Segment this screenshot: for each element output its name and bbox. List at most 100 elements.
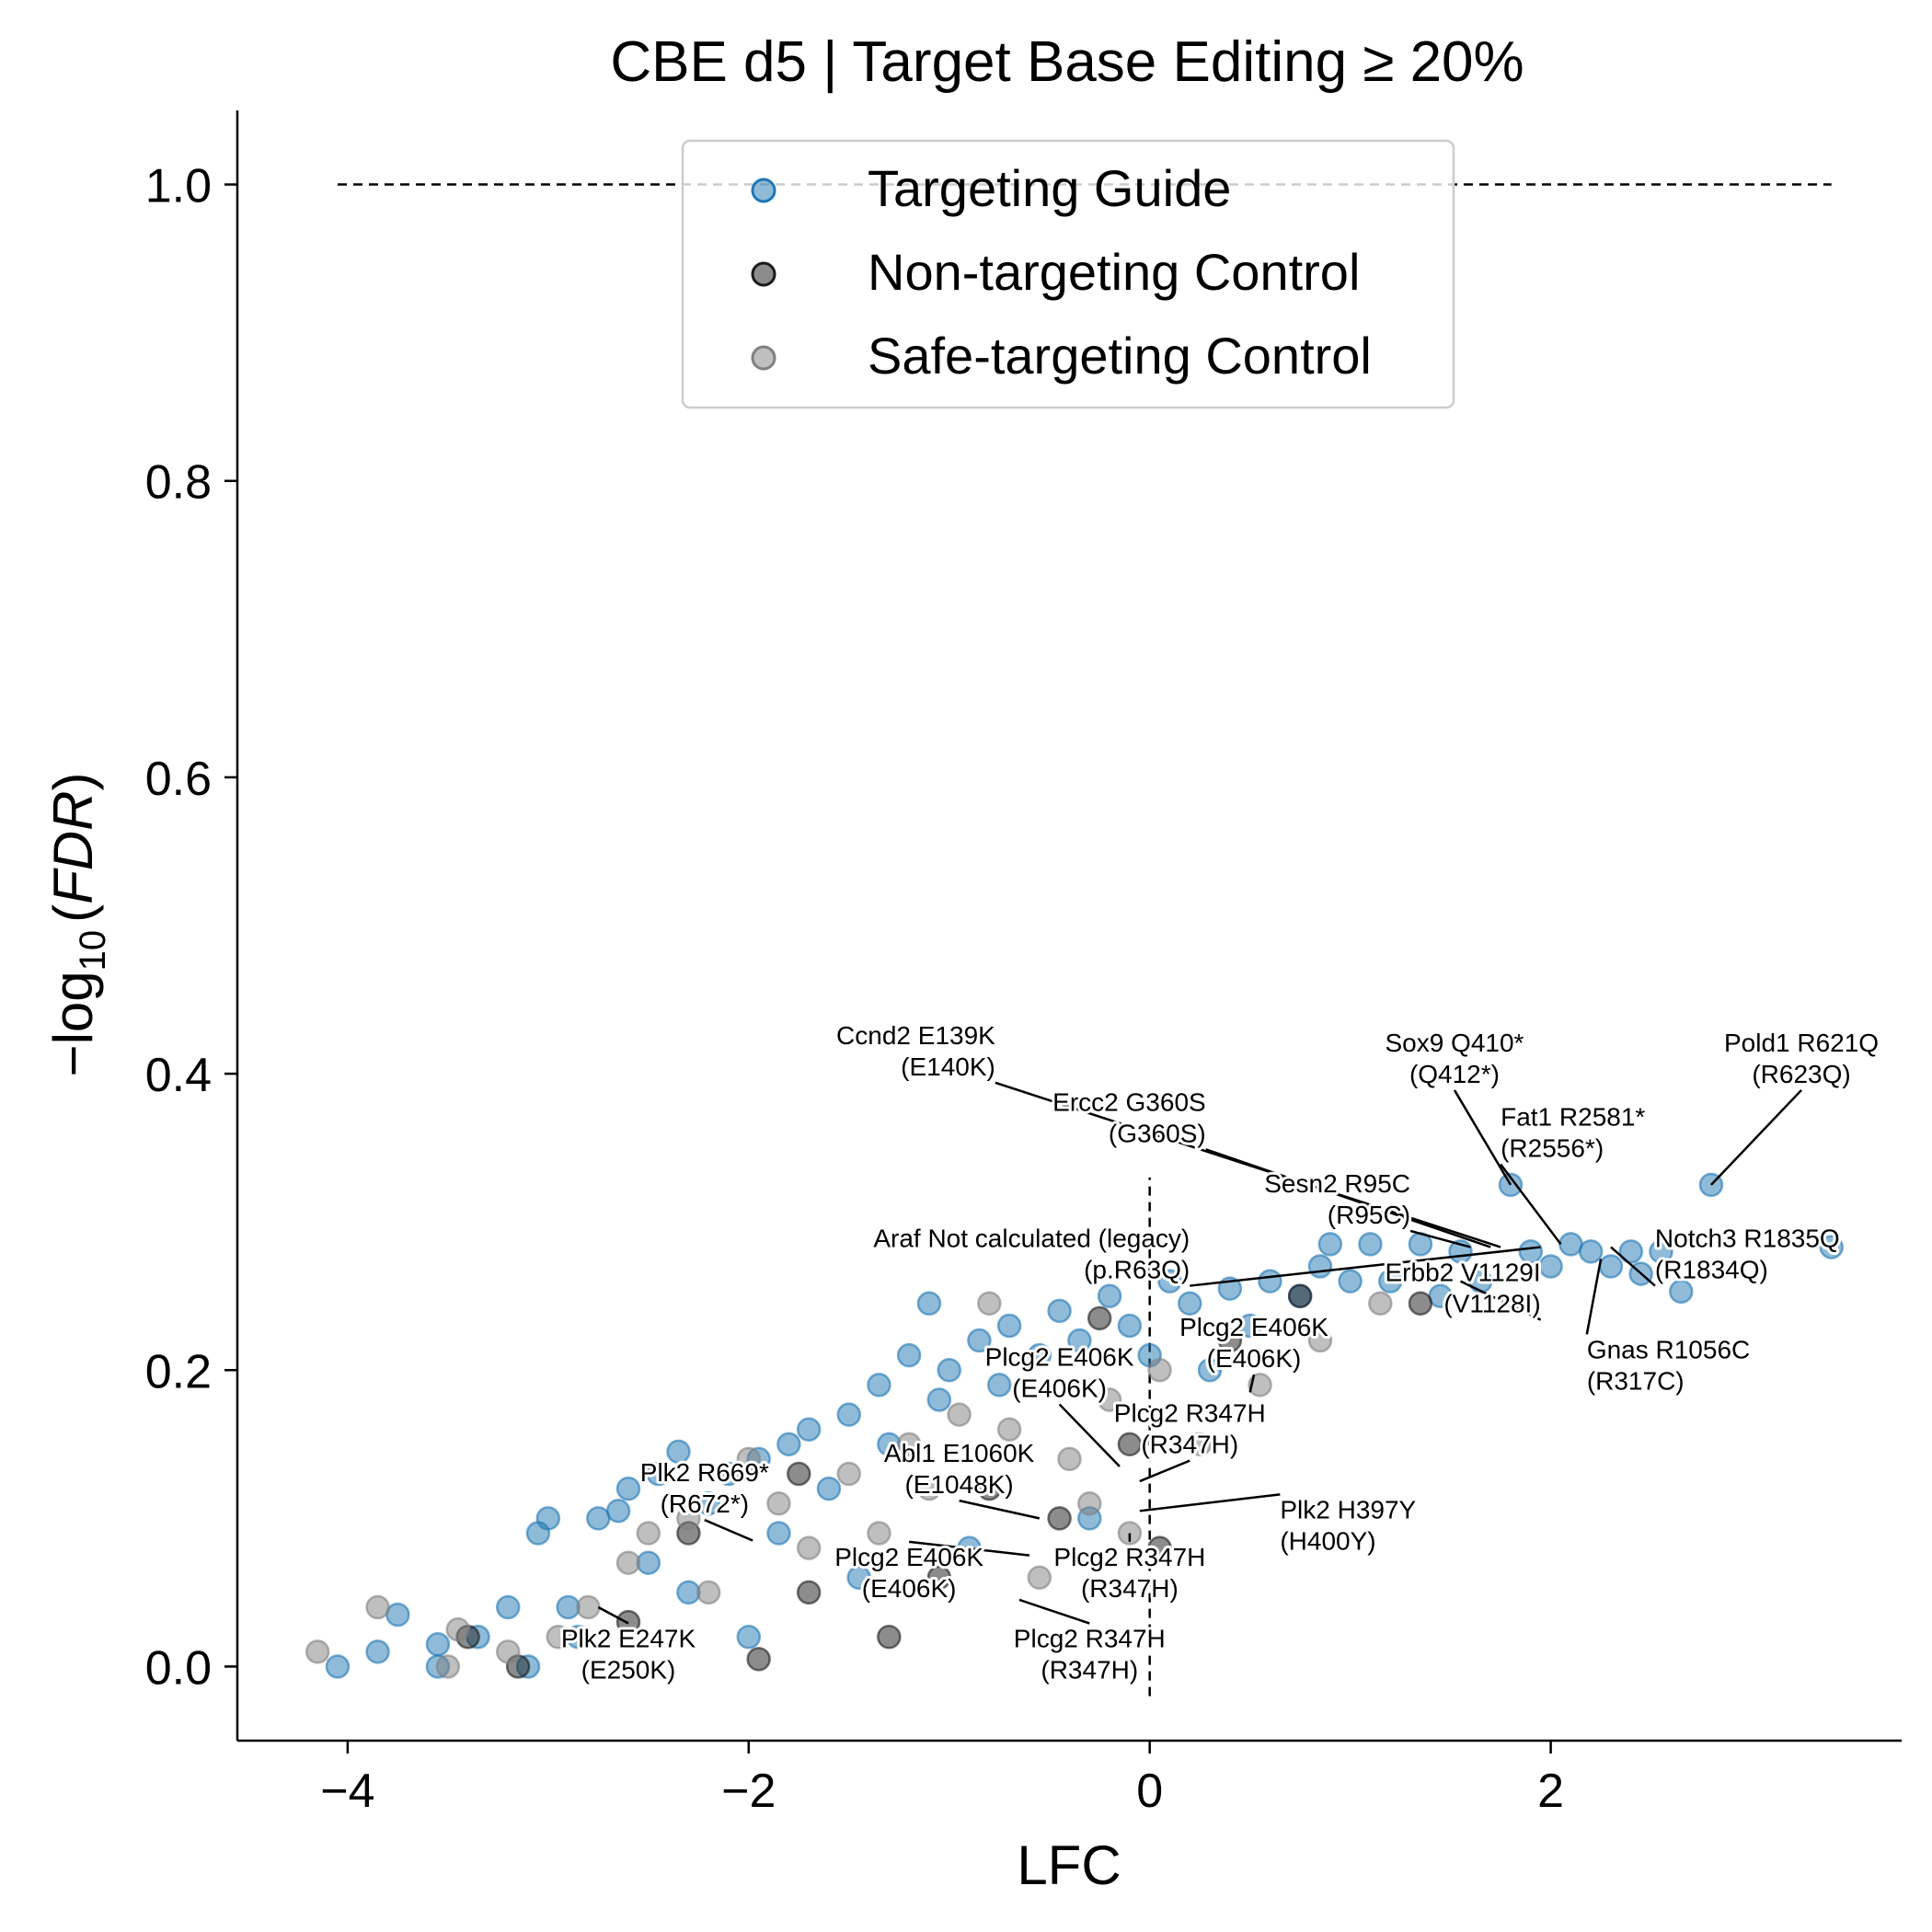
data-point <box>1368 1291 1393 1317</box>
data-point <box>1027 1342 1052 1368</box>
data-point <box>1147 1535 1172 1560</box>
annotation-leader <box>1610 1246 1656 1287</box>
data-point <box>736 1446 762 1472</box>
annotation-label: Plk2 H397Y <box>1280 1495 1416 1524</box>
data-point <box>1358 1232 1383 1257</box>
annotation-label-halo: (R672*) <box>661 1489 749 1518</box>
y-axis-label-subscript: 10 <box>73 930 113 972</box>
x-tick-label: −4 <box>320 1765 374 1818</box>
data-point <box>676 1506 701 1531</box>
annotation-label: (E406K) <box>1207 1344 1302 1373</box>
data-point <box>1057 1446 1082 1472</box>
data-point <box>1067 1328 1092 1353</box>
data-point <box>495 1594 521 1620</box>
data-point <box>1117 1313 1143 1339</box>
annotation-label: Plcg2 E406K <box>834 1543 983 1571</box>
data-point <box>816 1476 842 1501</box>
data-point <box>1117 1432 1143 1457</box>
annotation-leader <box>1585 1259 1603 1335</box>
data-point <box>1408 1291 1433 1317</box>
data-point <box>385 1602 410 1627</box>
annotation-label: (R672*) <box>661 1489 749 1518</box>
annotation-label-halo: (H400Y) <box>1280 1526 1375 1555</box>
data-point <box>576 1594 601 1620</box>
annotation-leader <box>1248 1374 1256 1393</box>
annotation-label-halo: (E250K) <box>581 1656 676 1685</box>
annotation-label-halo: (E406K) <box>1012 1374 1107 1402</box>
data-point <box>495 1639 521 1664</box>
annotation-label: Abl1 E1060K <box>884 1439 1035 1467</box>
annotation-label-halo: Plcg2 E406K <box>985 1342 1134 1371</box>
data-point <box>636 1550 661 1575</box>
annotation-label-halo: (Q412*) <box>1409 1060 1500 1088</box>
y-tick-label: 0.6 <box>145 753 212 806</box>
data-point <box>1468 1269 1493 1294</box>
data-point <box>916 1476 942 1501</box>
x-tick-label: −2 <box>721 1765 776 1818</box>
annotation-label: (R1834Q) <box>1655 1256 1768 1284</box>
annotation-label-halo: (R347H) <box>1141 1431 1238 1459</box>
y-axis-ticks: 0.0 0.2 0.4 0.6 0.8 1.0 <box>145 160 237 1695</box>
data-point <box>746 1647 771 1672</box>
data-point <box>776 1432 801 1457</box>
data-point <box>926 1387 952 1412</box>
y-axis-label-prefix: −log <box>42 971 104 1076</box>
legend-marker-safe-targeting-control <box>751 345 776 371</box>
data-point <box>305 1639 330 1664</box>
data-point <box>1819 1235 1844 1259</box>
data-point <box>967 1328 992 1353</box>
data-point <box>947 1402 972 1427</box>
annotation-label-halo: (R347H) <box>1081 1574 1179 1603</box>
annotation-label-halo: Fat1 R2581* <box>1501 1102 1645 1131</box>
data-point <box>605 1499 631 1524</box>
annotation-label: Sesn2 R95C <box>1264 1169 1410 1198</box>
data-point <box>766 1491 791 1516</box>
legend-marker-non-targeting-control <box>751 261 776 287</box>
annotation-leader <box>1205 1148 1491 1248</box>
annotation-label-halo: Ccnd2 E139K <box>836 1021 995 1050</box>
data-point <box>615 1550 641 1575</box>
data-point <box>1287 1283 1313 1308</box>
annotation-label-halo: (E406K) <box>862 1574 957 1603</box>
data-point <box>1237 1313 1262 1339</box>
data-point <box>666 1439 691 1465</box>
annotation-label-halo: (R623Q) <box>1752 1060 1850 1088</box>
data-point <box>787 1461 811 1487</box>
data-point <box>1538 1254 1563 1279</box>
annotation-label: Ccnd2 E139K <box>836 1021 995 1050</box>
data-point <box>1558 1232 1583 1257</box>
data-point <box>836 1402 862 1427</box>
data-point <box>535 1506 561 1531</box>
annotation-label-halo: (R1834Q) <box>1655 1256 1768 1284</box>
annotation-label-halo: Araf Not calculated (legacy) <box>873 1225 1190 1253</box>
annotation-label-halo: Sox9 Q410* <box>1385 1029 1524 1057</box>
data-point <box>1649 1239 1673 1264</box>
annotation-label-halo: Ercc2 G360S <box>1052 1087 1206 1116</box>
data-point <box>1248 1373 1272 1397</box>
x-tick-label: 0 <box>1136 1765 1163 1818</box>
annotation-leader <box>1139 1459 1190 1483</box>
annotation-label: Plcg2 R347H <box>1053 1543 1205 1571</box>
annotation-label: Plk2 E247K <box>561 1625 696 1653</box>
data-point <box>796 1535 822 1560</box>
data-point <box>1377 1269 1403 1294</box>
data-point <box>846 1565 871 1591</box>
data-point <box>996 1313 1022 1339</box>
y-axis-label-variable: FDR <box>42 791 104 904</box>
data-point <box>1047 1506 1072 1531</box>
data-point <box>896 1432 922 1457</box>
data-point <box>766 1521 791 1546</box>
annotation-label: (R347H) <box>1041 1656 1138 1685</box>
annotation-label-halo: (R347H) <box>1041 1656 1138 1685</box>
data-point <box>1338 1269 1363 1294</box>
y-tick-label: 1.0 <box>145 160 212 213</box>
annotation-leader <box>1459 1280 1542 1321</box>
